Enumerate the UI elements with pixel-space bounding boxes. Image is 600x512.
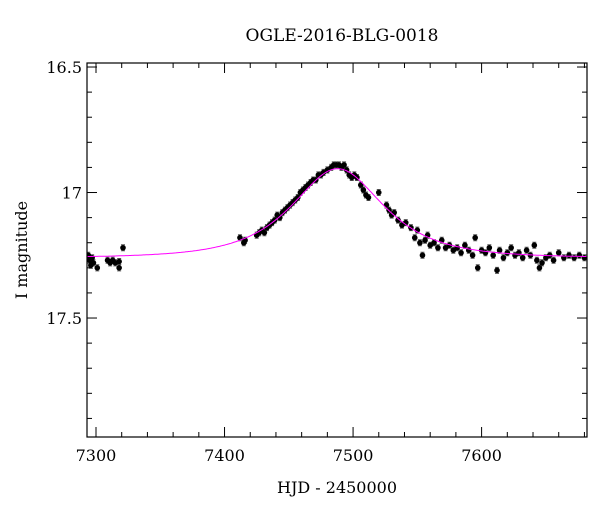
data-point xyxy=(395,217,401,223)
data-point xyxy=(490,252,496,259)
data-point xyxy=(536,265,543,271)
x-tick-label: 7500 xyxy=(333,446,374,465)
data-point xyxy=(120,244,126,251)
data-point xyxy=(116,265,122,271)
data-point xyxy=(261,229,268,236)
data-point xyxy=(116,258,122,265)
data-point xyxy=(496,247,503,254)
tick-labels: 7300 7400 7500 7600 16.5 17 17.5 xyxy=(46,58,502,465)
data-point xyxy=(419,252,426,259)
data-point xyxy=(566,252,572,259)
x-tick-label: 7300 xyxy=(76,446,117,465)
y-tick-label: 17 xyxy=(62,184,82,203)
error-bars xyxy=(87,161,587,274)
data-point xyxy=(469,252,476,259)
data-point xyxy=(531,242,538,249)
data-point xyxy=(472,234,478,241)
data-point xyxy=(89,254,95,261)
data-point xyxy=(411,234,418,241)
data-point xyxy=(555,249,562,256)
data-point xyxy=(294,194,301,201)
data-point xyxy=(446,242,453,249)
model-curve xyxy=(87,168,587,258)
data-point xyxy=(581,254,587,261)
x-tick-label: 7400 xyxy=(204,446,245,465)
data-point xyxy=(550,257,557,264)
y-tick-label: 16.5 xyxy=(46,58,82,77)
data-point xyxy=(357,182,364,188)
data-point xyxy=(494,267,500,274)
data-point xyxy=(519,254,526,261)
data-point xyxy=(539,260,545,266)
plot-frame xyxy=(86,62,588,438)
data-point xyxy=(94,265,101,271)
data-point xyxy=(341,162,347,168)
data-point xyxy=(375,189,382,196)
data-point xyxy=(523,247,530,254)
data-point xyxy=(360,187,367,193)
data-point xyxy=(417,239,423,246)
data-point xyxy=(277,214,283,221)
data-point xyxy=(237,234,243,241)
chart-title: OGLE-2016-BLG-0018 xyxy=(246,26,439,46)
data-point xyxy=(504,249,511,256)
data-point xyxy=(508,244,514,251)
data-point xyxy=(391,209,397,216)
x-axis-label: HJD - 2450000 xyxy=(277,478,397,497)
y-axis-label: I magnitude xyxy=(12,201,31,299)
data-point xyxy=(462,242,468,249)
data-point xyxy=(486,244,493,251)
data-point xyxy=(474,265,481,271)
data-point xyxy=(534,257,540,264)
y-tick-label: 17.5 xyxy=(46,309,82,328)
data-point xyxy=(422,237,428,244)
data-point xyxy=(435,244,441,251)
x-tick-label: 7600 xyxy=(461,446,502,465)
data-point xyxy=(365,194,372,201)
data-point xyxy=(90,260,97,266)
axis-ticks xyxy=(87,63,587,437)
data-point xyxy=(458,249,464,256)
data-points xyxy=(87,162,587,274)
data-point xyxy=(431,239,437,246)
data-point xyxy=(576,252,583,259)
data-point xyxy=(500,254,507,261)
